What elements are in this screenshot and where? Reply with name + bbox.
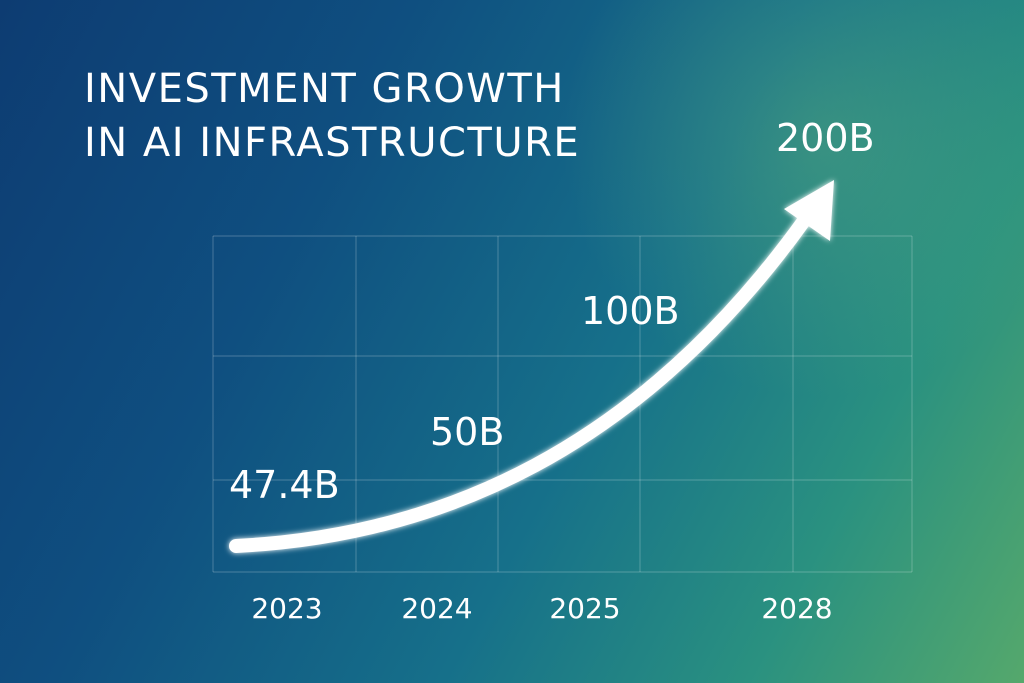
data-labels: 47.4B 50B 100B 200B — [229, 116, 875, 507]
x-tick-2024: 2024 — [401, 592, 472, 625]
trend-curve — [229, 180, 834, 553]
chart-title-line-1: INVESTMENT GROWTH — [84, 66, 565, 112]
x-tick-2025: 2025 — [549, 592, 620, 625]
chart-grid — [212, 235, 913, 573]
chart-title: INVESTMENT GROWTH IN AI INFRASTRUCTURE — [84, 62, 580, 170]
x-tick-2023: 2023 — [251, 592, 322, 625]
trend-line — [229, 211, 813, 553]
data-label-2024: 50B — [430, 410, 504, 454]
trend-arrowhead — [784, 180, 834, 241]
data-label-2028: 200B — [776, 116, 875, 160]
data-label-2025: 100B — [581, 289, 680, 333]
x-axis-tick-labels: 2023 2024 2025 2028 — [251, 592, 832, 625]
x-tick-2028: 2028 — [761, 592, 832, 625]
data-label-2023: 47.4B — [229, 463, 340, 507]
chart-title-line-2: IN AI INFRASTRUCTURE — [84, 120, 581, 166]
